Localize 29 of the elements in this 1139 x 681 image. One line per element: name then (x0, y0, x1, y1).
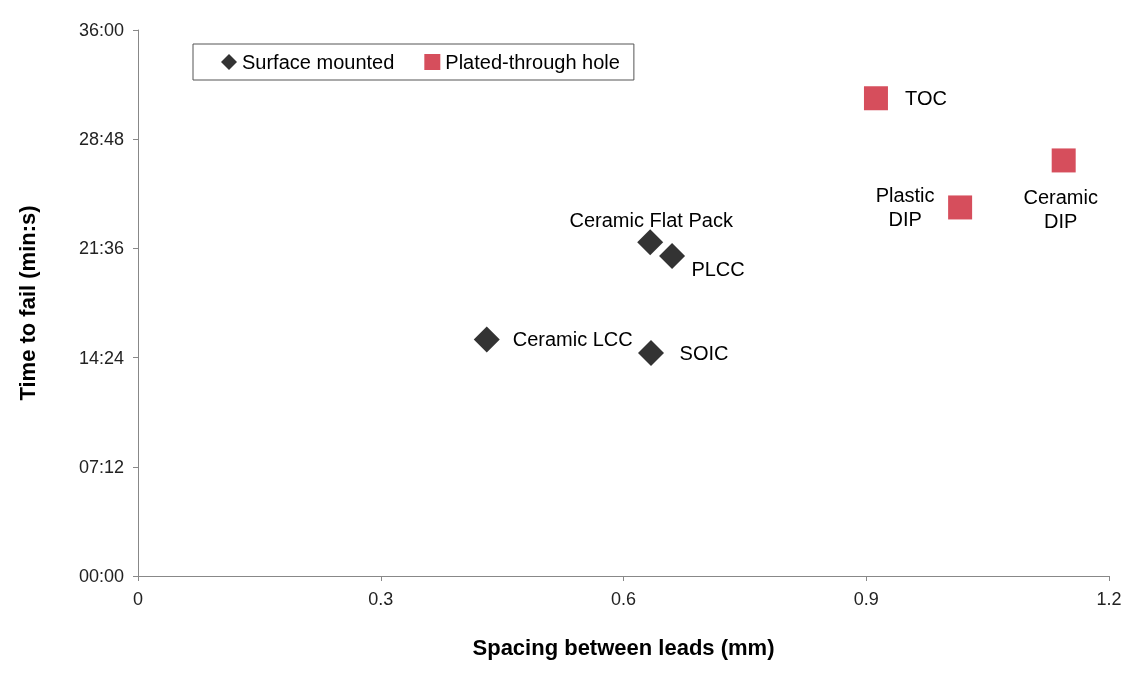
y-tick-label: 07:12 (78, 456, 124, 477)
point (473, 326, 500, 353)
x-tick-label: 0.9 (853, 589, 879, 609)
x-tick-label: 0.6 (610, 589, 637, 609)
point (637, 229, 664, 256)
point (659, 242, 686, 269)
annotation: SOIC (679, 342, 729, 365)
x-tick-label: 1.2 (1096, 589, 1122, 609)
point (948, 195, 973, 220)
x-tick-label: 0 (132, 589, 144, 609)
annotation: Ceramic Flat Pack (569, 209, 734, 232)
x-axis-title: Spacing between leads (mm) (472, 634, 775, 660)
y-tick-label: 14:24 (78, 347, 124, 368)
y-tick-label: 36:00 (78, 20, 124, 40)
annotation: Ceramic DIP (1023, 186, 1098, 233)
annotation: Plastic DIP (875, 184, 935, 231)
y-axis-title: Time to fail (min:s) (14, 205, 40, 401)
point (863, 86, 888, 111)
annotation: TOC (905, 87, 947, 110)
annotation: PLCC (691, 257, 745, 280)
y-tick-label: 28:48 (78, 129, 124, 150)
annotation: Ceramic LCC (512, 328, 633, 351)
x-tick-label: 0.3 (368, 589, 394, 609)
point (638, 340, 665, 367)
y-tick-label: 21:36 (78, 238, 124, 259)
legend-label: Plated-through hole (445, 51, 620, 73)
point (1051, 148, 1076, 173)
legend-label: Surface mounted (242, 51, 395, 73)
y-tick-label: 00:00 (78, 566, 124, 586)
